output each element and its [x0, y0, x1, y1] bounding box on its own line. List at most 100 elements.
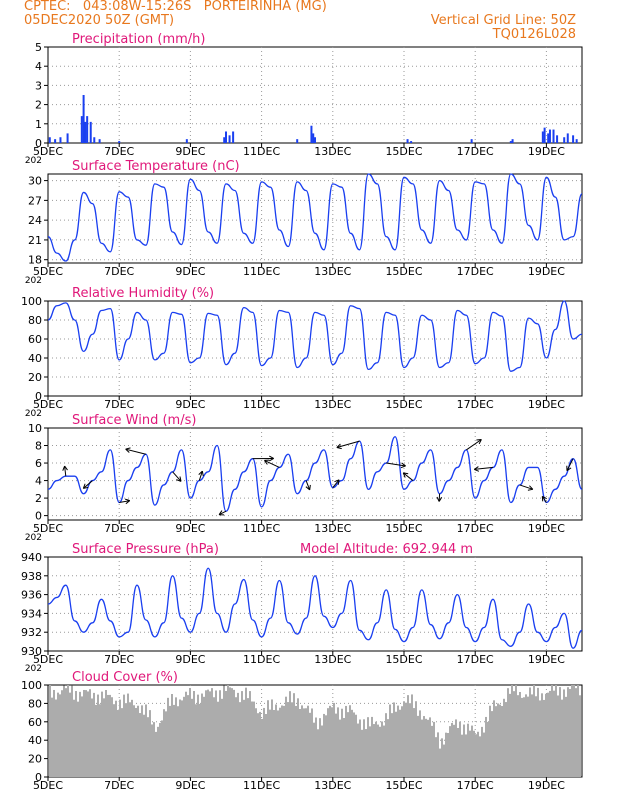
y-tick-label: 40	[28, 352, 42, 365]
cloud-bar	[321, 725, 323, 777]
cloud-bar	[251, 701, 253, 777]
cloud-bar	[181, 700, 183, 777]
cloud-bar	[547, 692, 549, 777]
cloud-bar	[411, 694, 413, 777]
wind-title: Surface Wind (m/s)	[72, 413, 196, 428]
cloud-cover-panel: 0 20 40 60 80 100 5DEC 7DEC 9DEC 11DEC 13DEC 15DEC 1…	[21, 670, 583, 792]
x-tick-label: 19DEC	[528, 398, 565, 411]
cloud-bar	[459, 721, 461, 777]
cloud-bar	[127, 693, 129, 777]
cloud-bar	[107, 694, 109, 777]
cloud-bar	[233, 689, 235, 777]
cloud-bar	[103, 698, 105, 777]
cloud-bar	[269, 709, 271, 777]
cloud-bar	[275, 704, 277, 777]
precip-bar	[314, 137, 316, 143]
cloud-bar	[533, 685, 535, 777]
precip-bar	[572, 135, 575, 143]
cloud-bar	[421, 719, 423, 777]
x-tick-label: 13DEC	[314, 145, 351, 158]
temperature-panel: 18 21 24 27 30 5DEC 7DEC 9DEC 11DEC 13DEC 15DEC 17D…	[25, 159, 583, 286]
x-tick-label: 17DEC	[457, 265, 494, 278]
cloud-bar	[487, 722, 489, 777]
x-tick-label: 19DEC	[528, 522, 565, 535]
y-tick-label: 24	[28, 214, 42, 227]
cloud-bar	[549, 690, 551, 777]
x-tick-label: 7DEC	[104, 779, 134, 792]
wind-vector	[172, 471, 182, 482]
cloud-bar	[219, 690, 221, 777]
cloud-bar	[553, 690, 555, 777]
cloud-bar	[119, 699, 121, 777]
cloud-bar	[419, 710, 421, 777]
cloud-bar	[441, 738, 443, 777]
cloud-bar	[325, 715, 327, 777]
cloud-bar	[327, 708, 329, 777]
x-tick-label: 13DEC	[314, 398, 351, 411]
cloud-bar	[381, 721, 383, 777]
precip-bar	[84, 121, 87, 143]
cloud-bar	[53, 689, 55, 777]
cloud-bar	[495, 706, 497, 777]
cloud-bar	[575, 688, 577, 777]
cloud-bar	[217, 701, 219, 777]
cloud-bar	[543, 699, 545, 777]
cloud-bar	[101, 691, 103, 777]
cloud-bar	[561, 699, 563, 777]
x-tick-label: 7DEC	[104, 398, 134, 411]
cloud-bar	[329, 705, 331, 777]
precip-bar	[223, 137, 226, 143]
cloud-bar	[361, 729, 363, 777]
y-tick-label: 80	[28, 314, 42, 327]
cloud-bar	[83, 689, 85, 777]
cloud-bar	[67, 685, 69, 777]
cloud-bar	[365, 729, 367, 777]
cloud-bar	[311, 708, 313, 777]
cloud-bar	[281, 705, 283, 777]
cloud-bar	[95, 704, 97, 777]
precip-bar	[54, 139, 57, 143]
cloud-bar	[407, 695, 409, 777]
x-tick-label: 15DEC	[385, 265, 422, 278]
cloud-bar	[359, 719, 361, 777]
cloud-bar	[373, 724, 375, 777]
cloud-bar	[279, 707, 281, 777]
y-tick-label: 100	[21, 679, 42, 692]
cloud-bar	[333, 702, 335, 777]
x-tick-label: 11DEC	[243, 653, 280, 666]
cloud-bar	[97, 694, 99, 777]
x-tick-label: 7DEC	[104, 653, 134, 666]
x-tick-label: 13DEC	[314, 265, 351, 278]
cloud-bar	[453, 724, 455, 777]
wind-arrowhead	[436, 496, 443, 502]
cloud-bar	[309, 712, 311, 777]
wind-vector	[566, 458, 574, 471]
x-tick-label: 5DEC	[33, 398, 63, 411]
x-tick-label: 5DEC	[33, 265, 63, 278]
cloud-bar	[159, 723, 161, 777]
cloud-bar	[229, 687, 231, 777]
cloud-bar	[75, 691, 77, 777]
cloud-bar	[367, 717, 369, 777]
x-tick-label: 17DEC	[457, 398, 494, 411]
station-header: CPTEC: 043:08W-15:26S PORTEIRINHA (MG)	[24, 0, 327, 14]
cloud-bar	[257, 713, 259, 777]
cloud-bar	[79, 691, 81, 777]
cloud-bar	[235, 697, 237, 777]
cloud-bar	[241, 691, 243, 777]
cloud-bar	[493, 700, 495, 777]
cloud-bar	[313, 722, 315, 777]
cloud-bar	[535, 696, 537, 777]
wind-vector	[218, 510, 227, 516]
x-tick-label: 5DEC	[33, 522, 63, 535]
cloud-bar	[59, 694, 61, 777]
cloud-bar	[171, 694, 173, 777]
x-tick-label: 15DEC	[385, 653, 422, 666]
y-tick-label: 20	[28, 753, 42, 766]
x-tick-label: 9DEC	[175, 653, 205, 666]
cloud-bar	[351, 709, 353, 777]
cloud-bar	[339, 719, 341, 777]
precip-bar	[575, 139, 578, 143]
cloud-bar	[117, 710, 119, 777]
cloud-bar	[573, 685, 575, 777]
